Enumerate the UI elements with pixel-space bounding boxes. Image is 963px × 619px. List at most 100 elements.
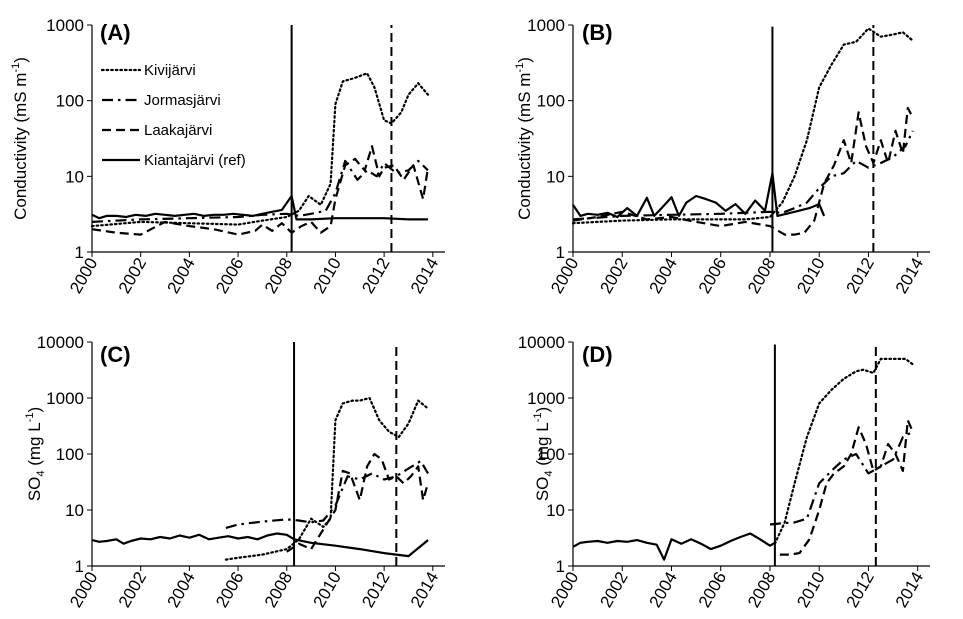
series-line-laakajärvi (572, 106, 914, 236)
x-tick-label: 2006 (212, 255, 247, 297)
series-line-kiantajärvi (572, 172, 826, 219)
x-tick-label: 2002 (115, 569, 150, 611)
y-axis-label-main: SO (25, 477, 44, 502)
x-tick-label: 2000 (66, 255, 101, 297)
x-tick-label: 2012 (358, 255, 393, 297)
y-tick-label: 1000 (527, 389, 565, 408)
y-axis-label-sub: 4 (35, 470, 47, 476)
x-tick-label: 2012 (843, 569, 878, 611)
x-tick-label: 2010 (310, 569, 345, 611)
y-tick-label: 100 (56, 445, 84, 464)
x-tick-label: 2008 (261, 255, 296, 297)
x-tick-label: 2000 (66, 569, 101, 611)
y-axis-label-end: ) (11, 57, 30, 63)
x-tick-label: 2010 (793, 569, 828, 611)
y-axis-label-unit: (mg L (533, 422, 552, 470)
y-tick-label: 1 (556, 243, 565, 262)
x-tick-label: 2014 (892, 569, 927, 611)
y-tick-label: 10000 (518, 333, 565, 352)
x-tick-label: 2000 (547, 255, 582, 297)
y-tick-label: 1 (556, 557, 565, 576)
series-line-kiantajärvi (91, 194, 428, 221)
chart-panel-3: 1 10 100 1000 10000 2000 2002 2004 2006 2008 2010 2… (24, 333, 445, 611)
y-axis-label-main: Conductivity (mS m (515, 73, 534, 220)
x-tick-label: 2012 (843, 255, 878, 297)
panel-label: (B) (582, 20, 613, 45)
chart-panel-1: 1 10 100 1000 2000 2002 2004 2006 2008 2010 2012 20… (10, 16, 445, 297)
y-tick-label: 1 (75, 557, 84, 576)
y-axis-label-sup: -1 (532, 413, 544, 423)
y-tick-label: 1000 (46, 389, 84, 408)
y-axis-label-end: ) (25, 407, 44, 413)
x-tick-label: 2000 (547, 569, 582, 611)
y-tick-label: 10 (65, 167, 84, 186)
y-axis-label: Conductivity (mS m-1) (10, 57, 30, 220)
x-tick-label: 2006 (695, 255, 730, 297)
x-tick-label: 2002 (115, 255, 150, 297)
series-line-kiantajärvi (91, 532, 429, 558)
panel-label: (C) (100, 342, 131, 367)
legend: Kivijärvi Jormasjärvi Laakajärvi Kiantajärv… (100, 62, 246, 169)
x-tick-label: 2014 (892, 255, 927, 297)
panel-label: (A) (100, 20, 131, 45)
y-axis-label: Conductivity (mS m-1) (514, 57, 534, 220)
x-tick-label: 2006 (212, 569, 247, 611)
y-tick-label: 10 (65, 501, 84, 520)
y-axis-label: SO4 (mg L-1) (532, 407, 555, 501)
x-tick-label: 2006 (695, 569, 730, 611)
series-line-kivijärvi (571, 27, 914, 225)
series-line-jormasjärvi (91, 159, 429, 223)
x-tick-label: 2014 (407, 255, 442, 297)
series-line-kivijärvi (224, 396, 430, 561)
y-axis-label-main: SO (533, 477, 552, 502)
y-axis-label-end: ) (533, 407, 552, 413)
legend-label: Kivijärvi (144, 62, 196, 79)
legend-label: Laakajärvi (144, 122, 212, 139)
y-axis-label-sub: 4 (543, 470, 555, 476)
y-axis-label-main: Conductivity (mS m (11, 73, 30, 220)
x-tick-label: 2010 (793, 255, 828, 297)
x-tick-label: 2002 (596, 569, 631, 611)
x-tick-label: 2004 (163, 255, 198, 297)
y-axis-label-sup: -1 (10, 63, 22, 73)
y-tick-label: 10000 (37, 333, 84, 352)
y-axis-label: SO4 (mg L-1) (24, 407, 47, 501)
y-tick-label: 100 (537, 445, 565, 464)
y-tick-label: 100 (56, 92, 84, 111)
x-tick-label: 2014 (407, 569, 442, 611)
x-tick-label: 2010 (310, 255, 345, 297)
x-tick-label: 2004 (646, 255, 681, 297)
x-tick-label: 2004 (646, 569, 681, 611)
x-tick-label: 2008 (261, 569, 296, 611)
x-tick-label: 2004 (163, 569, 198, 611)
y-tick-label: 1000 (527, 16, 565, 35)
series-line-kivijärvi (773, 357, 914, 545)
y-tick-label: 10 (546, 501, 565, 520)
y-axis-label-unit: (mg L (25, 422, 44, 470)
y-tick-label: 1000 (46, 16, 84, 35)
y-axis-label-sup: -1 (514, 63, 526, 73)
x-tick-label: 2012 (358, 569, 393, 611)
series-line-kiantajärvi (572, 532, 776, 561)
y-tick-label: 10 (546, 167, 565, 186)
y-tick-label: 1 (75, 243, 84, 262)
series-line-jormasjärvi (769, 430, 914, 526)
series-line-jormasjärvi (225, 459, 429, 529)
x-tick-label: 2002 (596, 255, 631, 297)
chart-panel-4: 1 10 100 1000 10000 2000 2002 2004 2006 2008 2010 2… (518, 333, 930, 611)
y-axis-label-sup: -1 (24, 413, 36, 423)
chart-panel-2: 1 10 100 1000 2000 2002 2004 2006 2008 2010 2012 20… (514, 16, 930, 297)
series-line-laakajärvi (286, 452, 430, 553)
series-line-jormasjärvi (572, 130, 914, 221)
series-line-laakajärvi (779, 419, 914, 556)
panel-label: (D) (582, 342, 613, 367)
legend-label: Kiantajärvi (ref) (144, 152, 246, 169)
x-tick-label: 2008 (744, 569, 779, 611)
x-tick-label: 2008 (744, 255, 779, 297)
y-axis-label-end: ) (515, 57, 534, 63)
series-line-kivijärvi (90, 72, 430, 228)
series-line-laakajärvi (91, 145, 430, 236)
legend-label: Jormasjärvi (144, 92, 221, 109)
y-tick-label: 100 (537, 92, 565, 111)
